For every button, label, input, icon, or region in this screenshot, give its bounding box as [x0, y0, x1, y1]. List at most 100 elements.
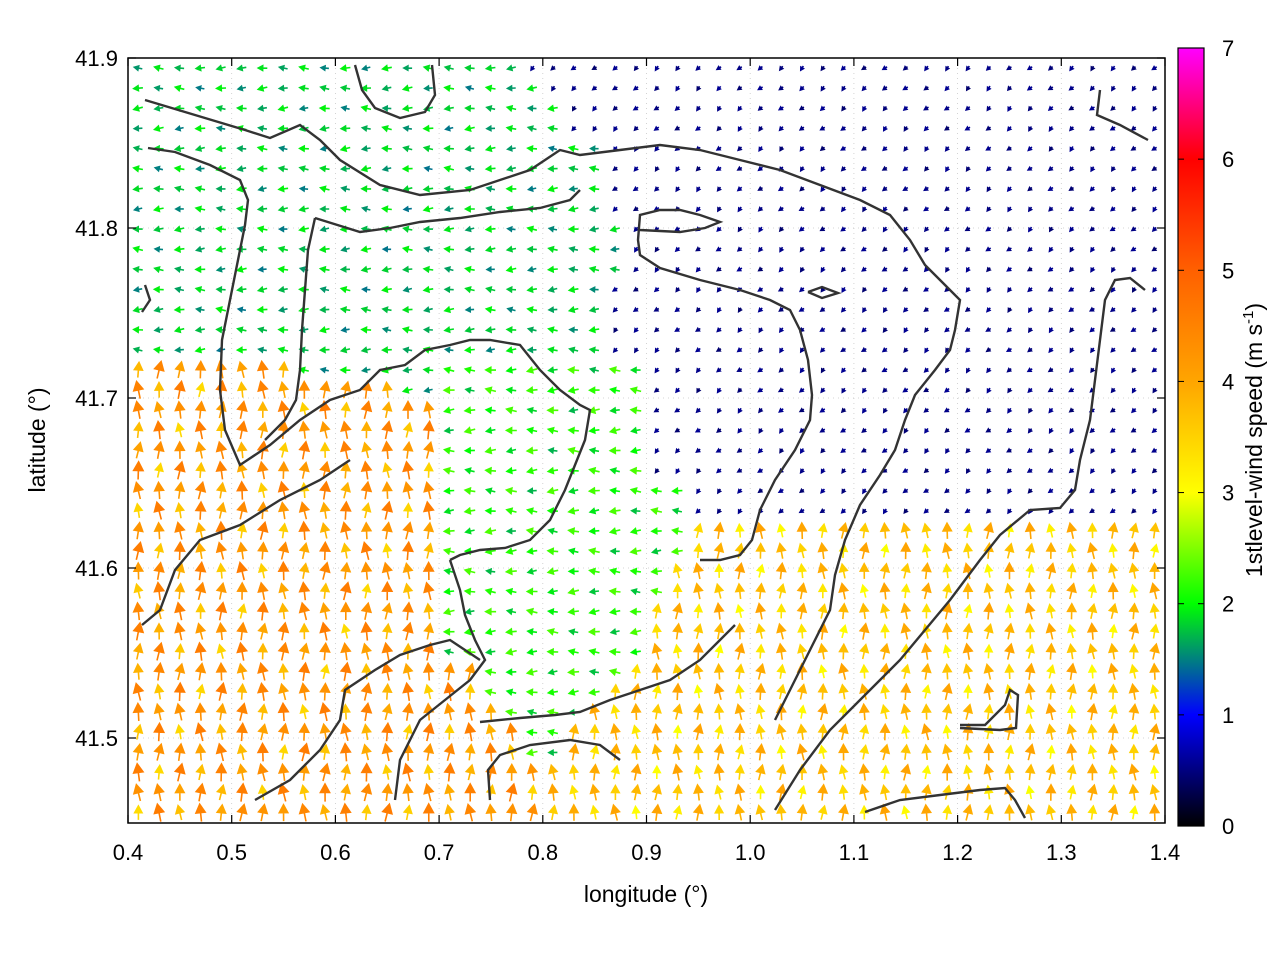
wind-arrow: [758, 407, 764, 414]
wind-arrow: [671, 507, 683, 515]
wind-arrow: [1107, 803, 1119, 821]
wind-arrow: [653, 407, 660, 413]
wind-arrow: [737, 387, 743, 394]
wind-arrow: [986, 186, 992, 193]
wind-arrow: [256, 245, 268, 253]
wind-arrow: [962, 663, 974, 680]
wind-arrow: [402, 64, 413, 72]
wind-arrow: [299, 401, 310, 418]
wind-arrow: [257, 762, 269, 782]
wind-arrow: [734, 764, 745, 780]
wind-arrow: [778, 508, 785, 514]
wind-arrow: [1087, 804, 1098, 820]
wind-arrow: [174, 783, 186, 801]
wind-arrow: [653, 326, 660, 333]
wind-arrow: [587, 547, 600, 556]
wind-arrow: [1089, 226, 1096, 232]
wind-arrow: [758, 347, 764, 353]
wind-arrow: [862, 286, 868, 293]
wind-arrow: [1045, 783, 1057, 801]
wind-arrow: [132, 601, 145, 621]
wind-arrow: [132, 225, 143, 233]
wind-arrow: [758, 146, 764, 152]
wind-arrow: [1109, 226, 1116, 232]
wind-arrow: [526, 326, 537, 334]
wind-arrow: [484, 144, 496, 153]
wind-arrow: [1131, 266, 1137, 273]
wind-arrow: [755, 784, 766, 800]
wind-arrow: [1027, 105, 1034, 112]
wind-arrow: [485, 742, 497, 762]
wind-arrow: [382, 763, 393, 780]
wind-arrow: [152, 205, 164, 213]
wind-arrow: [693, 684, 704, 699]
wind-arrow: [900, 562, 911, 579]
wind-arrow: [859, 744, 870, 760]
wind-arrow: [1131, 508, 1137, 514]
wind-arrow: [277, 165, 288, 173]
wind-arrow: [881, 165, 888, 171]
wind-arrow: [1087, 541, 1098, 560]
wind-arrow: [463, 506, 476, 515]
wind-arrow: [422, 285, 434, 294]
wind-arrow: [1006, 266, 1012, 272]
wind-arrow: [1006, 186, 1013, 192]
wind-arrow: [715, 246, 722, 252]
wind-arrow: [153, 661, 165, 681]
wind-arrow: [381, 682, 393, 700]
wind-arrow: [153, 104, 164, 112]
wind-arrow: [632, 85, 639, 91]
wind-arrow: [903, 508, 909, 515]
wind-arrow: [1007, 387, 1013, 394]
wind-arrow: [1046, 804, 1057, 821]
wind-arrow: [277, 541, 290, 560]
wind-arrow: [236, 480, 249, 500]
wind-arrow: [530, 65, 536, 72]
wind-arrow: [567, 285, 579, 294]
wind-arrow: [443, 681, 456, 702]
wind-arrow: [173, 460, 186, 480]
wind-arrow: [133, 205, 143, 213]
wind-arrow: [1110, 246, 1116, 252]
wind-arrow: [153, 225, 164, 233]
wind-arrow: [902, 165, 909, 172]
wind-arrow: [755, 542, 766, 559]
wind-arrow: [653, 286, 660, 293]
wind-arrow: [797, 784, 807, 800]
wind-arrow: [653, 125, 660, 131]
wind-arrow: [277, 104, 289, 112]
wind-arrow: [423, 440, 435, 459]
wind-arrow: [1004, 723, 1015, 741]
wind-arrow: [654, 166, 660, 173]
wind-arrow: [737, 206, 743, 213]
wind-arrow: [737, 226, 743, 233]
wind-arrow: [547, 285, 558, 293]
wind-arrow: [1089, 105, 1095, 111]
wind-arrow: [775, 561, 787, 580]
wind-arrow: [695, 367, 702, 374]
wind-arrow: [526, 225, 538, 233]
wind-arrow: [567, 366, 580, 375]
wind-arrow: [547, 165, 558, 173]
wind-arrow: [547, 124, 558, 133]
y-axis-ticks: 41.541.641.741.841.9: [75, 46, 1165, 751]
wind-arrow: [546, 104, 558, 113]
wind-arrow: [235, 205, 247, 213]
wind-arrow: [817, 783, 829, 801]
wind-arrow: [299, 703, 310, 720]
wind-arrow: [757, 447, 764, 454]
wind-arrow: [1068, 286, 1075, 292]
wind-arrow: [1130, 346, 1137, 353]
wind-arrow: [360, 521, 373, 540]
wind-arrow: [1130, 246, 1137, 252]
wind-arrow: [568, 743, 580, 761]
y-axis-label: latitude (°): [24, 387, 50, 492]
wind-arrow: [924, 448, 930, 455]
wind-arrow: [799, 427, 805, 434]
wind-arrow: [1006, 65, 1012, 71]
wind-arrow: [443, 507, 455, 515]
wind-arrow: [755, 682, 767, 700]
wind-arrow: [195, 441, 207, 459]
wind-arrow: [1086, 763, 1098, 781]
wind-arrow: [505, 466, 517, 475]
